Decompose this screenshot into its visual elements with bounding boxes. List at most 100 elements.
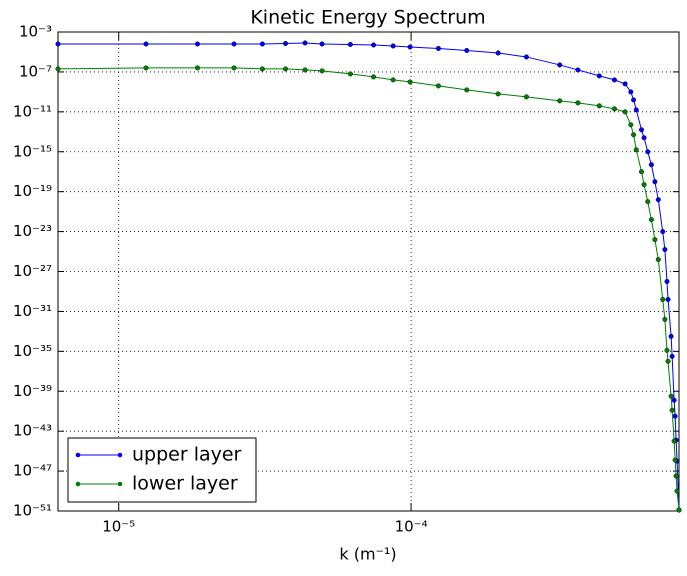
data-point [464,87,470,93]
data-point [652,237,658,243]
data-point [596,103,602,109]
data-point [669,353,675,359]
y-tick-label: 10⁻¹⁵ [13,142,52,160]
data-point [665,358,671,364]
data-point [648,162,654,168]
data-point [283,40,289,46]
data-point [557,98,563,104]
data-point [668,333,674,339]
legend-marker [75,452,81,458]
data-point [407,44,413,50]
data-point [622,81,628,87]
data-point [283,66,289,72]
y-tick-label: 10⁻¹¹ [13,102,52,120]
y-tick-label: 10⁻⁴⁷ [13,462,52,480]
data-point [631,97,637,103]
data-point [435,83,441,89]
data-point [639,127,645,133]
data-point [523,94,529,100]
y-tick-label: 10⁻³⁹ [13,382,52,400]
data-point [660,296,666,302]
legend-label: upper layer [132,444,242,466]
legend-box [67,437,257,503]
data-point [259,66,265,72]
y-tick-label: 10⁻⁵¹ [13,502,52,520]
data-point [371,42,377,48]
y-tick-label: 10⁻⁴³ [13,422,52,440]
plot-frame [57,31,680,512]
data-point [628,89,634,95]
data-point [662,316,668,322]
data-point [631,132,637,138]
data-point [660,229,666,235]
data-point [622,109,628,115]
data-point [674,488,680,494]
data-point [672,457,678,463]
data-point [641,182,647,188]
data-point [668,393,674,399]
data-point [231,65,237,71]
x-axis-label: k (m⁻¹) [339,545,396,564]
x-tick-label: 10⁻⁵ [102,518,135,536]
data-point [495,50,501,56]
data-point [611,77,617,83]
data-point [390,77,396,83]
data-point [495,91,501,97]
data-point [575,67,581,73]
data-point [611,106,617,112]
data-point [390,43,396,49]
data-point [669,407,675,413]
data-point [55,66,61,72]
data-point [302,40,308,46]
data-point [195,41,201,47]
data-point [641,135,647,141]
data-point [664,278,670,284]
data-point [633,107,639,113]
data-point [645,199,651,205]
y-tick-label: 10⁻²³ [13,222,52,240]
data-point [672,413,678,419]
data-point [435,45,441,51]
data-point [407,79,413,85]
data-point [673,473,679,479]
legend: upper layer lower layer [67,437,257,503]
legend-marker [117,452,123,458]
data-point [655,257,661,263]
data-point [523,54,529,60]
data-point [664,347,670,353]
y-tick-label: 10⁻¹⁹ [13,182,52,200]
data-point [55,41,61,47]
y-tick-label: 10⁻³ [19,23,52,41]
data-point [639,169,645,175]
legend-label: lower layer [132,473,238,495]
x-tick-label: 10⁻⁴ [395,518,428,536]
chart-title: Kinetic Energy Spectrum [250,7,485,29]
data-point [259,41,265,47]
data-point [231,41,237,47]
data-point [662,247,668,253]
data-point [648,217,654,223]
data-point [319,68,325,74]
data-point [371,74,377,80]
data-point [633,147,639,153]
y-tick-label: 10⁻⁷ [19,62,52,80]
data-point [655,197,661,203]
data-point [319,41,325,47]
data-point [596,73,602,79]
data-point [347,41,353,47]
y-tick-label: 10⁻²⁷ [13,262,52,280]
data-point [628,122,634,128]
data-point [676,507,682,513]
data-point [557,62,563,68]
y-tick-label: 10⁻³¹ [13,302,52,320]
data-point [575,100,581,106]
data-point [195,65,201,71]
data-point [671,397,677,403]
data-point [665,296,671,302]
y-tick-label: 10⁻³⁵ [13,342,52,360]
data-point [645,149,651,155]
data-point [143,41,149,47]
data-point [671,438,677,444]
legend-marker [117,481,123,487]
